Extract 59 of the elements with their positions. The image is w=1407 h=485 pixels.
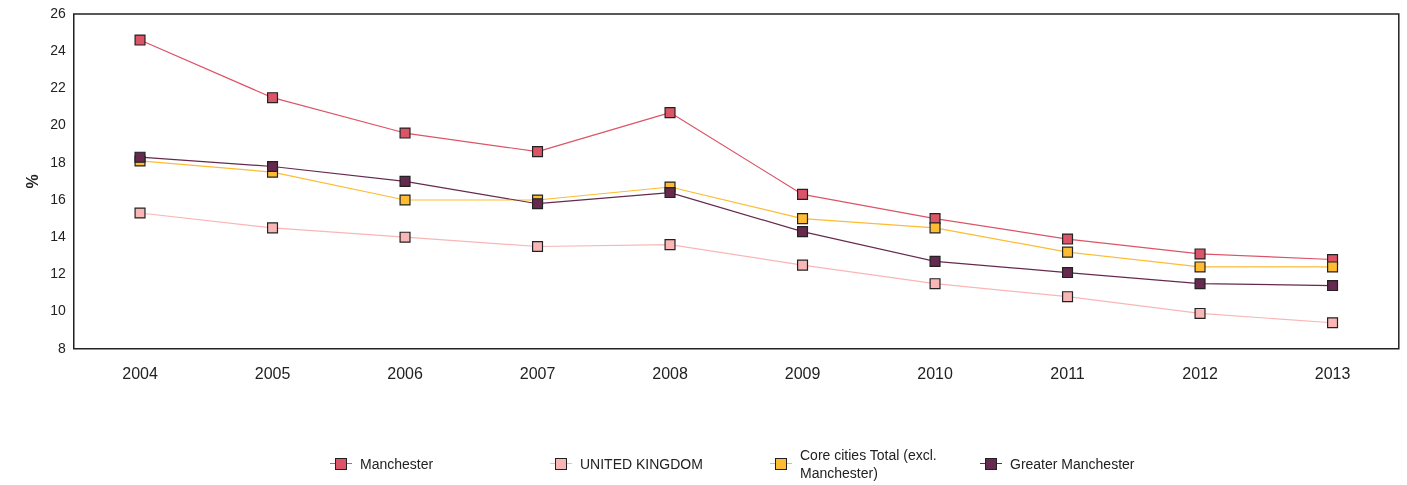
point — [664, 107, 676, 119]
y-tick-label: 10 — [50, 302, 66, 319]
x-tick-label: 2012 — [1182, 364, 1218, 382]
point — [266, 92, 279, 104]
point — [929, 278, 941, 290]
y-tick-label: 26 — [50, 4, 66, 21]
point — [134, 34, 146, 46]
legend-label: Greater Manchester — [1010, 455, 1135, 473]
point — [1061, 233, 1074, 245]
point — [399, 175, 411, 187]
point — [399, 127, 411, 139]
point — [796, 188, 809, 200]
x-tick-label: 2009 — [784, 364, 821, 382]
point — [399, 194, 411, 206]
point — [664, 239, 676, 251]
point — [266, 160, 279, 173]
y-tick-label: 20 — [50, 116, 66, 133]
x-tick-label: 2004 — [122, 364, 158, 382]
x-tick-label: 2010 — [917, 364, 953, 382]
point — [929, 255, 941, 267]
legend-label: UNITED KINGDOM — [580, 455, 703, 473]
point — [399, 231, 411, 243]
point — [1194, 278, 1206, 290]
point — [1061, 246, 1074, 258]
point — [664, 187, 676, 199]
point — [1194, 307, 1206, 320]
point — [1194, 261, 1206, 273]
y-tick-label: 22 — [50, 79, 66, 96]
point — [1061, 266, 1074, 279]
point — [1327, 261, 1339, 273]
point — [531, 240, 544, 253]
point — [796, 226, 809, 238]
point — [929, 222, 941, 234]
x-tick-label: 2008 — [652, 364, 688, 382]
x-tick-label: 2005 — [254, 364, 291, 382]
point — [531, 198, 544, 210]
point — [796, 259, 809, 271]
point — [1194, 248, 1206, 260]
y-tick-label: 16 — [50, 190, 66, 207]
x-tick-label: 2011 — [1050, 364, 1085, 382]
x-tick-label: 2013 — [1314, 364, 1351, 382]
point — [266, 222, 279, 234]
y-tick-label: 24 — [50, 42, 66, 59]
point — [1061, 291, 1074, 303]
y-tick-label: 18 — [50, 153, 66, 170]
x-tick-label: 2007 — [519, 364, 556, 382]
legend-label: Core cities Total (excl. Manchester) — [800, 446, 938, 482]
point — [796, 213, 809, 225]
point — [134, 207, 146, 219]
y-tick-label: 8 — [57, 339, 66, 356]
point — [1327, 280, 1339, 292]
point — [1327, 317, 1339, 329]
y-tick-label: 14 — [50, 228, 66, 245]
point — [531, 146, 544, 158]
y-tick-label: 12 — [50, 265, 66, 282]
point — [134, 151, 146, 163]
legend-label: Manchester — [360, 455, 434, 473]
y-axis-title: % — [24, 174, 42, 189]
x-tick-label: 2006 — [387, 364, 423, 382]
